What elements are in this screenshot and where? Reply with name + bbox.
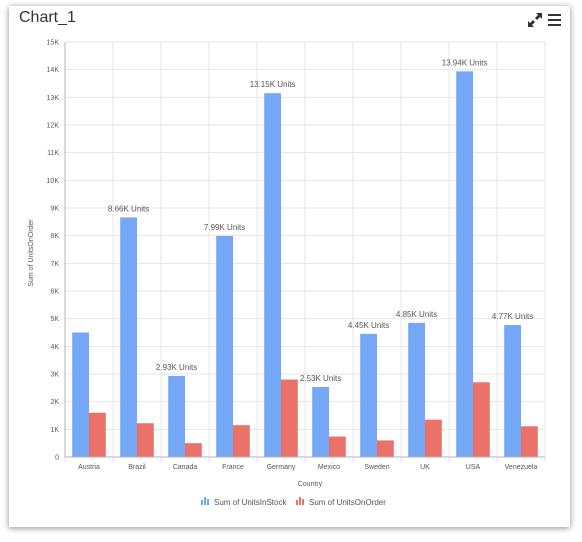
x-tick-label: Canada bbox=[173, 464, 198, 471]
data-label: 13.15K Units bbox=[250, 80, 296, 89]
chart-title: Chart_1 bbox=[19, 9, 76, 26]
x-axis-title: Country bbox=[298, 481, 323, 488]
data-label: 4.85K Units bbox=[396, 310, 437, 319]
y-axis-title: Sum of UnitsOnOrder bbox=[28, 219, 35, 287]
y-tick-label: 15K bbox=[47, 40, 60, 47]
y-tick-label: 3K bbox=[50, 372, 59, 379]
x-tick-label: Austria bbox=[78, 464, 100, 471]
legend-item-units-in-stock[interactable]: Sum of UnitsInStock bbox=[201, 497, 287, 507]
bar-units-in-stock[interactable] bbox=[72, 332, 89, 458]
bar-units-in-stock[interactable] bbox=[120, 217, 137, 457]
data-label: 8.66K Units bbox=[108, 204, 149, 213]
y-tick-label: 12K bbox=[47, 123, 60, 130]
y-tick-label: 2K bbox=[50, 399, 59, 406]
x-tick-label: Germany bbox=[267, 464, 296, 471]
chart-widget: Chart_1 8.66K Units 2.93K Units 7.99K Unit… bbox=[9, 6, 570, 527]
y-tick-label: 13K bbox=[47, 95, 60, 102]
bar-units-on-order[interactable] bbox=[473, 382, 490, 457]
y-tick-label: 4K bbox=[50, 344, 59, 351]
bar-units-on-order[interactable] bbox=[329, 436, 346, 457]
bar-units-in-stock[interactable] bbox=[216, 235, 233, 457]
x-tick-label: Brazil bbox=[128, 464, 146, 471]
data-label: 13.94K Units bbox=[442, 58, 488, 67]
data-labels: 8.66K Units 2.93K Units 7.99K Units 13.15K … bbox=[108, 58, 533, 383]
x-tick-label: Venezuela bbox=[505, 464, 538, 471]
bar-units-in-stock[interactable] bbox=[504, 325, 521, 457]
legend-label: Sum of UnitsInStock bbox=[214, 498, 287, 507]
bar-units-in-stock[interactable] bbox=[168, 375, 185, 457]
bar-units-on-order[interactable] bbox=[185, 443, 202, 457]
legend-item-units-on-order[interactable]: Sum of UnitsOnOrder bbox=[296, 497, 386, 507]
y-tick-label: 11K bbox=[47, 150, 59, 157]
bar-units-on-order[interactable] bbox=[89, 412, 106, 457]
axes: 0 1K 2K 3K 4K 5K 6K 7K 8K 9K 10K 11K 12K 13K 14K 15K Aus… bbox=[47, 40, 545, 471]
y-tick-label: 14K bbox=[47, 67, 60, 74]
y-tick-label: 7K bbox=[50, 261, 59, 268]
legend: Sum of UnitsInStock Sum of UnitsOnOrder bbox=[201, 497, 386, 507]
bar-units-in-stock[interactable] bbox=[312, 387, 329, 457]
bar-chart: 8.66K Units 2.93K Units 7.99K Units 13.15K … bbox=[28, 40, 546, 507]
x-tick-label: Sweden bbox=[364, 464, 389, 471]
y-tick-label: 0 bbox=[55, 455, 59, 462]
bar-units-on-order[interactable] bbox=[137, 423, 154, 457]
x-tick-label: Mexico bbox=[318, 464, 340, 471]
y-tick-label: 8K bbox=[50, 233, 59, 240]
y-tick-label: 5K bbox=[50, 316, 59, 323]
bar-units-on-order[interactable] bbox=[425, 419, 442, 457]
data-label: 7.99K Units bbox=[204, 223, 245, 232]
bar-units-on-order[interactable] bbox=[377, 440, 394, 457]
data-label: 4.45K Units bbox=[348, 321, 389, 330]
bar-units-in-stock[interactable] bbox=[456, 71, 473, 458]
y-tick-label: 1K bbox=[50, 427, 59, 434]
bar-units-on-order[interactable] bbox=[521, 426, 538, 457]
data-label: 4.77K Units bbox=[492, 312, 533, 321]
bar-units-in-stock[interactable] bbox=[360, 333, 377, 457]
x-tick-label: USA bbox=[466, 464, 481, 471]
y-tick-label: 6K bbox=[50, 289, 59, 296]
bar-units-on-order[interactable] bbox=[281, 379, 298, 457]
expand-arrows-icon[interactable] bbox=[526, 11, 544, 29]
data-label: 2.93K Units bbox=[156, 363, 197, 372]
bar-units-in-stock[interactable] bbox=[264, 93, 281, 457]
bar-units-on-order[interactable] bbox=[233, 425, 250, 457]
bar-units-in-stock[interactable] bbox=[408, 322, 425, 457]
hamburger-menu-icon[interactable] bbox=[546, 11, 564, 29]
legend-label: Sum of UnitsOnOrder bbox=[309, 498, 386, 507]
x-tick-label: France bbox=[222, 464, 244, 471]
data-label: 2.53K Units bbox=[300, 374, 341, 383]
y-tick-label: 9K bbox=[50, 206, 59, 213]
x-tick-label: UK bbox=[420, 464, 430, 471]
y-tick-label: 10K bbox=[47, 178, 60, 185]
bars bbox=[72, 71, 538, 458]
